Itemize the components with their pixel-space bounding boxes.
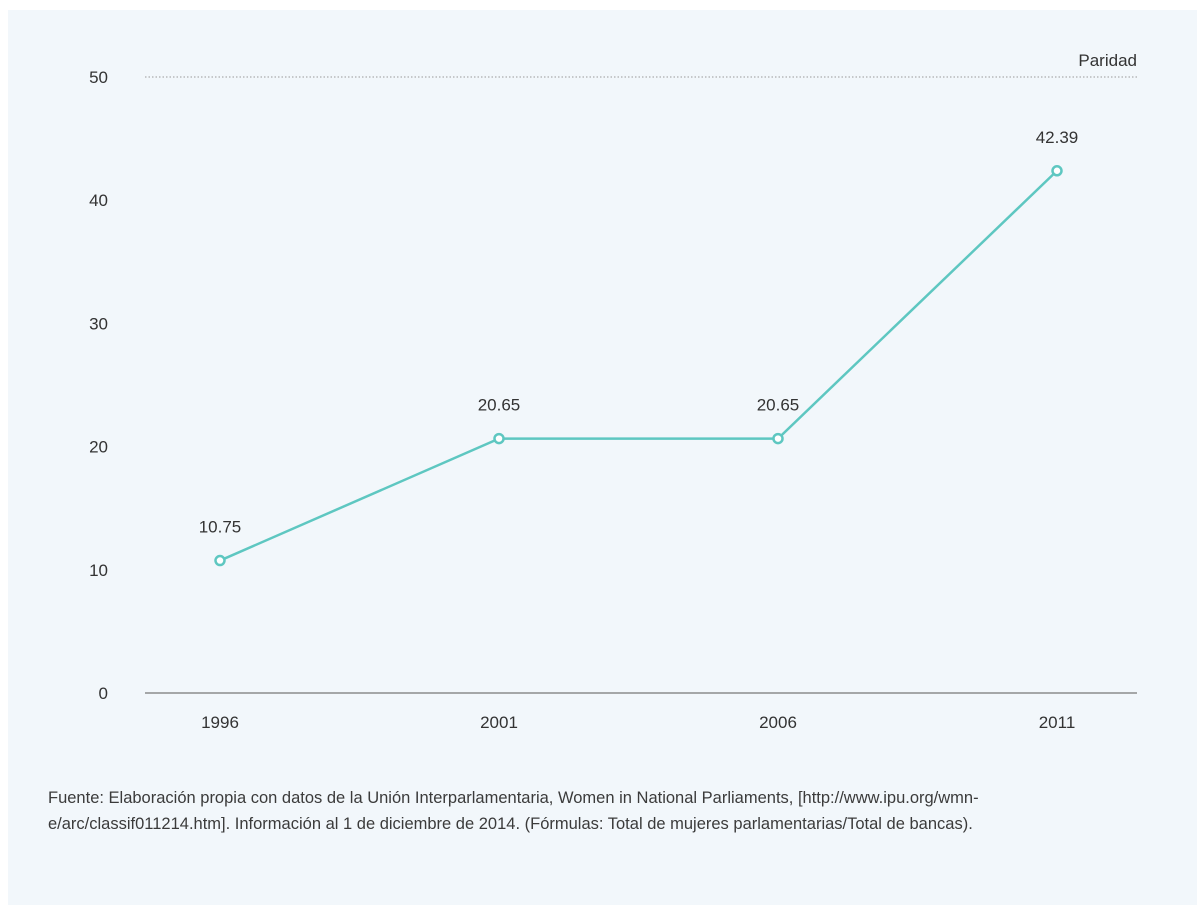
line-chart: 0 10 20 30 40 50 Paridad 1996 2001 2006 2011 10.…	[89, 51, 1137, 732]
x-tick-label: 2001	[480, 713, 518, 732]
parity-label: Paridad	[1078, 51, 1137, 70]
data-point	[214, 554, 226, 567]
y-tick-label: 0	[99, 684, 108, 703]
y-tick-label: 30	[89, 314, 108, 333]
y-tick-label: 50	[89, 68, 108, 87]
data-label: 20.65	[757, 396, 800, 415]
data-point	[1051, 165, 1063, 177]
data-labels: 10.75 20.65 20.65 42.39	[199, 128, 1079, 537]
chart-panel	[8, 10, 1197, 905]
data-label: 42.39	[1036, 128, 1079, 147]
y-tick-label: 10	[89, 561, 108, 580]
source-note: Fuente: Elaboración propia con datos de …	[48, 789, 979, 833]
x-tick-label: 1996	[201, 713, 239, 732]
y-axis-ticks: 0 10 20 30 40 50	[89, 68, 108, 703]
series-line	[219, 169, 1058, 562]
x-tick-label: 2006	[759, 713, 797, 732]
x-tick-label: 2011	[1039, 713, 1076, 732]
data-label: 20.65	[478, 396, 521, 415]
data-point	[493, 432, 505, 445]
data-point	[772, 432, 784, 445]
data-label: 10.75	[199, 518, 242, 537]
y-tick-label: 20	[89, 438, 108, 457]
y-tick-label: 40	[89, 191, 108, 210]
x-axis-ticks: 1996 2001 2006 2011	[201, 713, 1075, 732]
data-points	[214, 165, 1063, 567]
